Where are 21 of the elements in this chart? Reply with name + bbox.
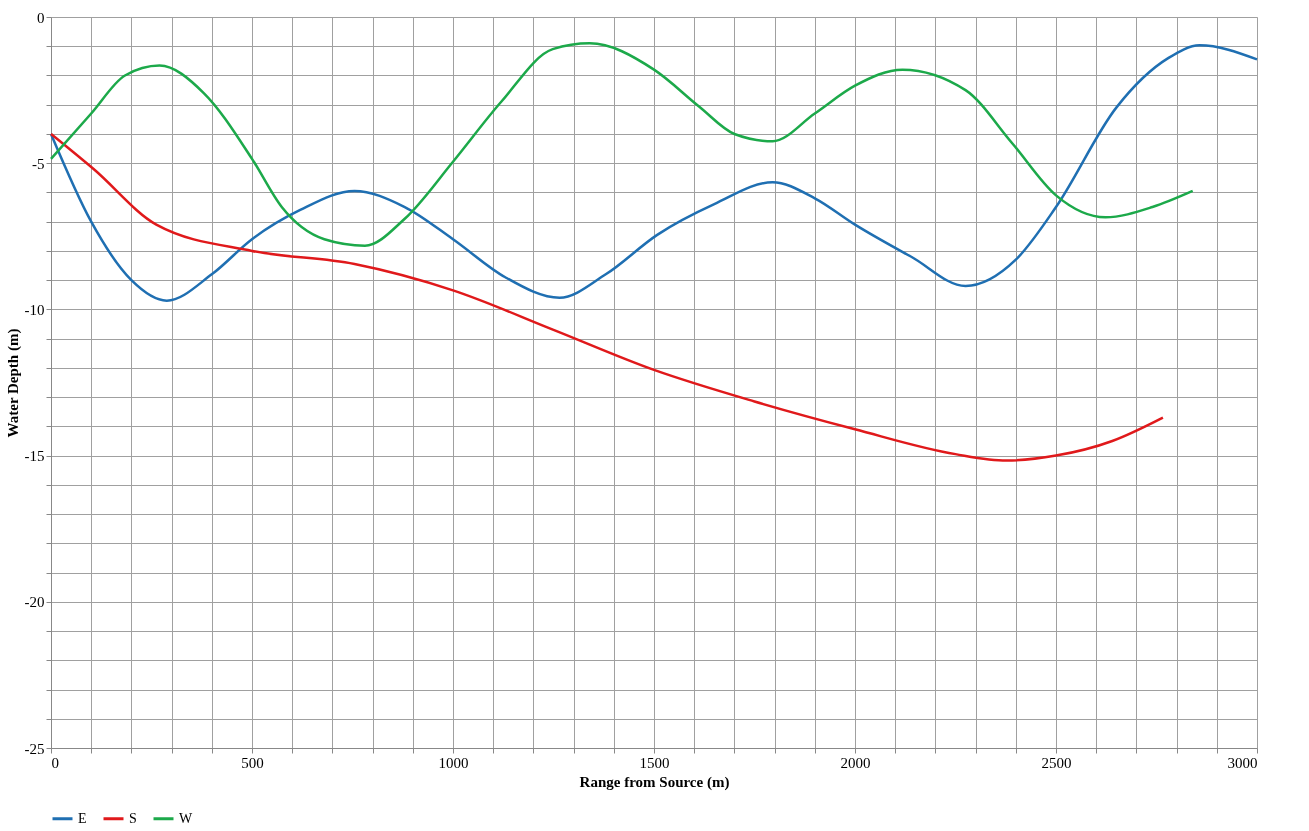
y-tick-label: -5 — [32, 155, 45, 172]
y-tick-label: 0 — [37, 9, 45, 26]
x-tick-label: 2500 — [1041, 754, 1072, 771]
legend-label: S — [129, 810, 137, 826]
x-tick-label: 1500 — [639, 754, 670, 771]
x-tick-label: 500 — [241, 754, 264, 771]
x-tick-label: 2000 — [840, 754, 871, 771]
y-axis-title: Water Depth (m) — [4, 328, 22, 438]
y-tick-label: -25 — [24, 740, 45, 757]
line-series — [49, 42, 1194, 247]
y-tick-label: -20 — [24, 594, 45, 611]
y-tick-label: -10 — [24, 301, 45, 318]
legend-label: W — [179, 810, 193, 826]
x-axis-title: Range from Source (m) — [579, 773, 730, 791]
line-series — [49, 132, 1165, 462]
legend-label: E — [78, 810, 87, 826]
y-tick-label: -15 — [24, 448, 45, 465]
line-series — [49, 44, 1259, 302]
x-tick-label: 3000 — [1227, 754, 1258, 771]
x-tick-label: 0 — [51, 754, 59, 771]
x-tick-label: 1000 — [438, 754, 469, 771]
